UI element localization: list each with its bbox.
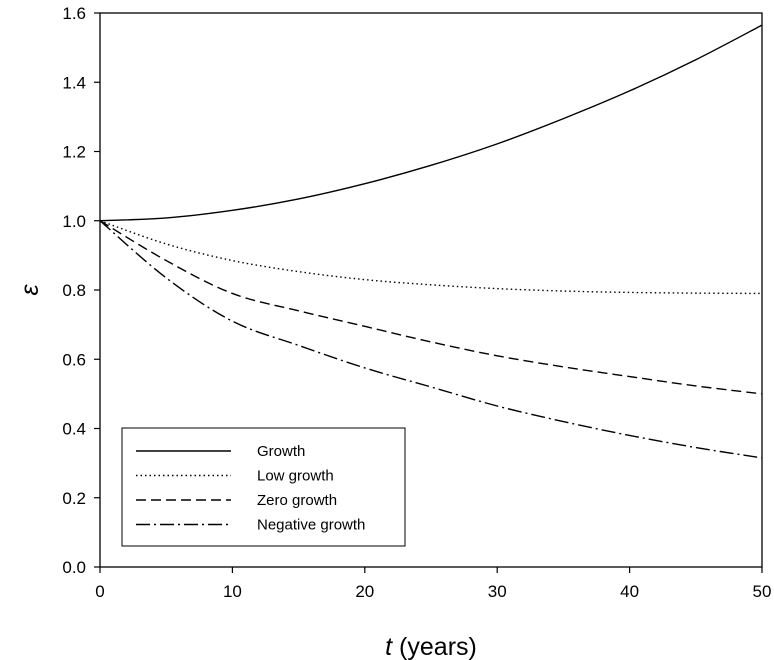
legend-label-2: Zero growth [257, 492, 337, 509]
y-axis-title: ε [16, 284, 44, 296]
x-tick-label-0: 0 [95, 582, 104, 601]
y-tick-label-4: 0.8 [62, 281, 86, 300]
series-line-0 [99, 24, 763, 222]
x-axis-ticks: 0 10 20 30 40 50 [95, 567, 771, 601]
series-line-1 [99, 220, 763, 295]
y-tick-label-0: 0.0 [62, 558, 86, 577]
y-tick-label-6: 1.2 [62, 143, 86, 162]
x-tick-label-3: 30 [488, 582, 507, 601]
y-tick-label-8: 1.6 [62, 4, 86, 23]
x-tick-label-4: 40 [620, 582, 639, 601]
legend-box [121, 427, 406, 547]
chart-marks [99, 24, 763, 459]
y-tick-label-7: 1.4 [62, 73, 86, 92]
x-axis-title-unit: (years) [392, 633, 477, 660]
legend: Growth Low growth Zero growth Negative grow… [121, 427, 406, 547]
x-axis-title: t (years) [385, 633, 477, 660]
x-tick-label-1: 10 [223, 582, 242, 601]
legend-label-3: Negative growth [257, 517, 365, 534]
y-tick-label-5: 1.0 [62, 212, 86, 231]
legend-label-0: Growth [257, 443, 305, 460]
y-tick-label-1: 0.2 [62, 489, 86, 508]
y-tick-label-3: 0.6 [62, 350, 86, 369]
legend-label-1: Low growth [257, 468, 334, 485]
x-axis-title-variable: t [385, 633, 393, 660]
series-line-2 [99, 220, 763, 395]
y-axis-ticks: 0.0 0.2 0.4 0.6 0.8 1.0 1.2 1.4 1.6 [62, 4, 100, 577]
x-tick-label-5: 50 [753, 582, 772, 601]
x-tick-label-2: 20 [355, 582, 374, 601]
y-tick-label-2: 0.4 [62, 420, 86, 439]
series-line-3 [99, 220, 763, 459]
legend-items: Growth Low growth Zero growth Negative grow… [136, 443, 365, 534]
